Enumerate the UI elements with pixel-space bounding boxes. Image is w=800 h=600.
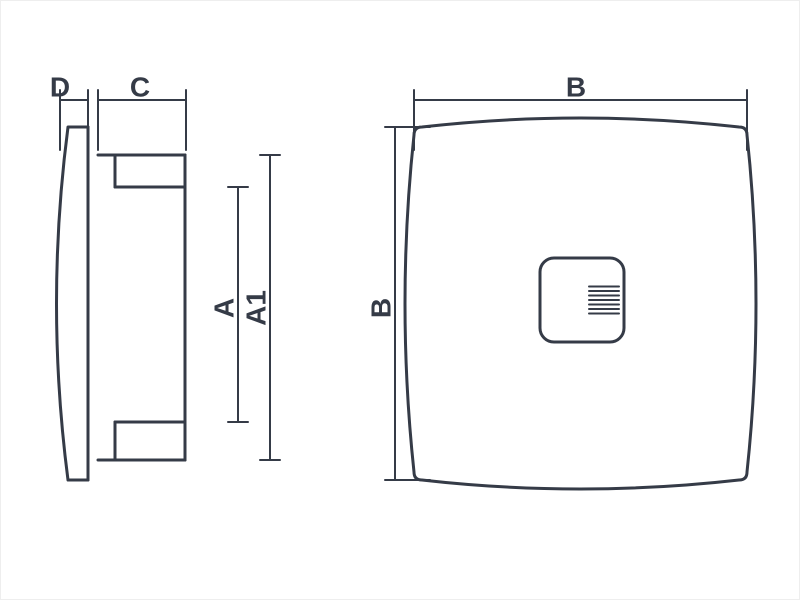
dim-label-B_left: B — [365, 298, 396, 318]
front-panel-outline — [405, 118, 756, 489]
dim-label-A1: A1 — [240, 290, 271, 326]
side-front-plate — [57, 127, 89, 480]
dim-label-B_top: B — [566, 71, 586, 102]
technical-drawing: B B C D AA1 — [0, 0, 800, 600]
dim-label-C: C — [130, 71, 150, 102]
grille-icon — [589, 287, 619, 314]
dim-label-A: A — [208, 298, 239, 318]
dim-label-D: D — [50, 71, 70, 102]
